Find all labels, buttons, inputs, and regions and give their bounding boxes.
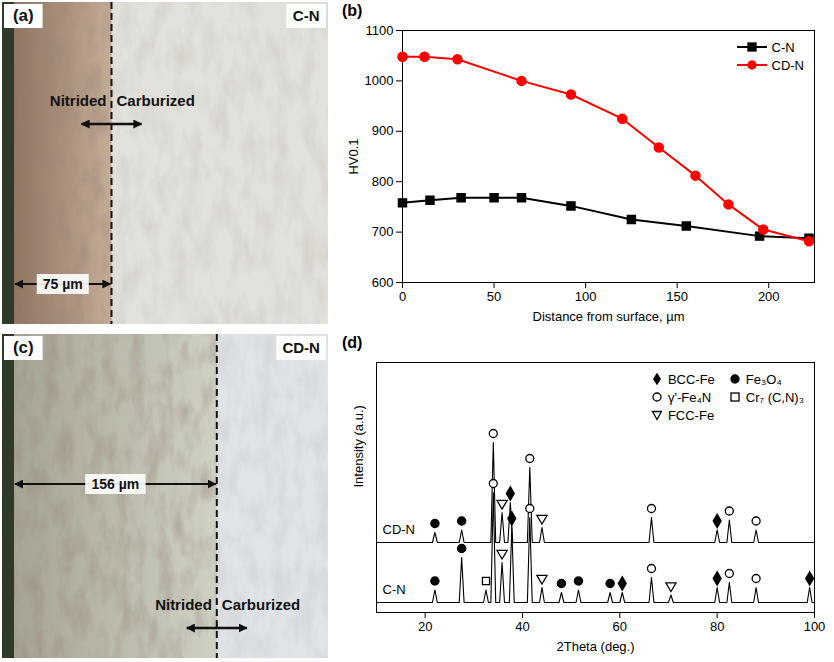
svg-text:900: 900 [372,123,394,138]
html-text:Fe₃O₄: Fe₃O₄ [745,371,782,387]
html-text:FCC-Fe: FCC-Fe [667,407,715,423]
html-text:BCC-Fe: BCC-Fe [667,371,715,387]
svg-text:1000: 1000 [365,73,394,88]
svg-text:C-N: C-N [383,582,406,597]
svg-text:CD-N: CD-N [282,339,320,356]
svg-text:700: 700 [372,224,394,239]
svg-text:80: 80 [710,619,724,634]
html-text:γ'-Fe₄N: γ'-Fe₄N [667,389,712,405]
svg-text:Nitrided: Nitrided [155,596,212,613]
svg-text:Intensity (a.u.): Intensity (a.u.) [351,405,366,487]
svg-text:75 µm: 75 µm [43,276,83,292]
svg-text:200: 200 [758,289,780,304]
svg-text:C-N: C-N [293,7,320,24]
svg-text:(a): (a) [13,6,34,25]
svg-text:60: 60 [613,619,627,634]
svg-text:HV0.1: HV0.1 [346,138,361,174]
svg-text:100: 100 [804,619,826,634]
html-text:C-N: C-N [771,39,795,55]
svg-text:50: 50 [487,289,501,304]
html-text:(d): (d) [342,334,363,351]
svg-text:156 µm: 156 µm [92,476,140,492]
svg-text:600: 600 [372,275,394,290]
svg-text:20: 20 [418,619,432,634]
svg-text:CD-N: CD-N [383,522,416,537]
html-text:CD-N: CD-N [771,57,804,73]
svg-text:2Theta (deg.): 2Theta (deg.) [556,639,634,654]
svg-text:150: 150 [666,289,688,304]
svg-text:1100: 1100 [366,23,394,38]
html-text:Cr₇ (C,N)₃: Cr₇ (C,N)₃ [745,389,804,405]
svg-text:Distance from surface, µm: Distance from surface, µm [533,309,685,324]
svg-text:0: 0 [399,289,406,304]
svg-text:(c): (c) [13,338,34,357]
svg-text:100: 100 [575,289,597,304]
svg-text:Nitrided: Nitrided [50,92,107,109]
svg-text:40: 40 [515,619,529,634]
svg-text:Carburized: Carburized [222,596,300,613]
svg-text:800: 800 [372,174,394,189]
svg-text:Carburized: Carburized [117,92,195,109]
html-text:(b): (b) [342,2,363,19]
